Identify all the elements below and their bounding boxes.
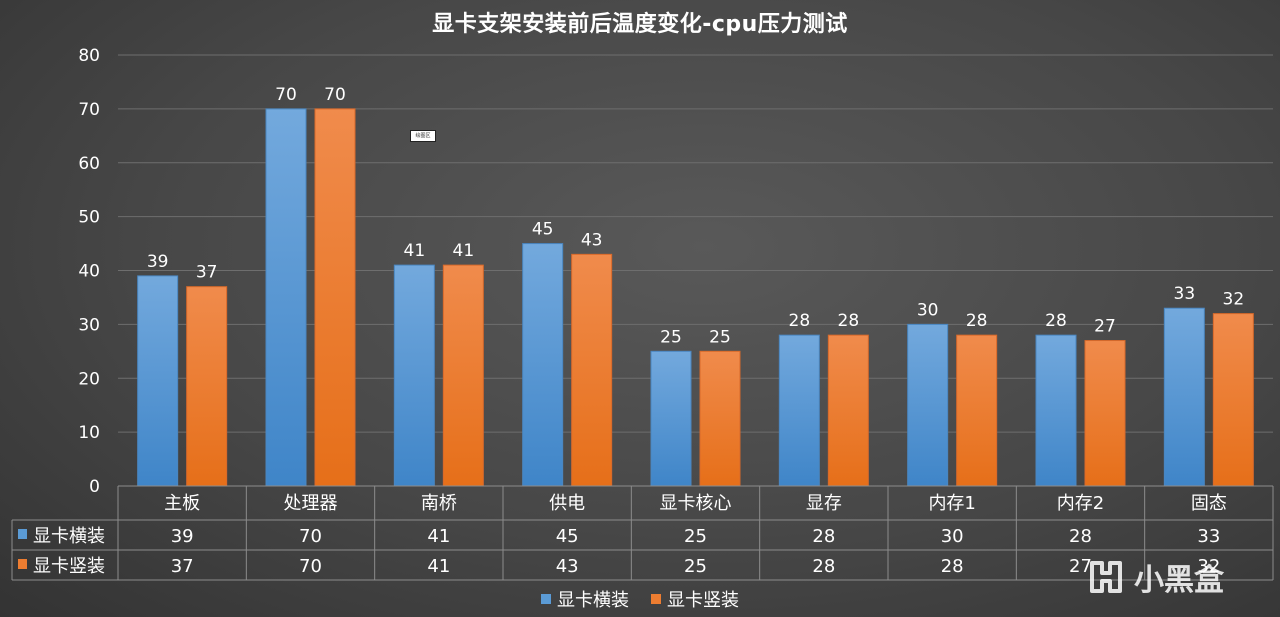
category-label: 供电: [549, 493, 585, 514]
table-cell: 27: [1069, 556, 1092, 577]
table-cell: 28: [812, 556, 835, 577]
table-cell: 45: [556, 526, 579, 547]
table-cell: 70: [299, 556, 322, 577]
plot-area-tooltip: 绘图区: [410, 130, 436, 142]
watermark-text: 小黑盒: [1134, 563, 1224, 598]
category-label: 内存2: [1057, 493, 1104, 514]
data-label: 70: [324, 85, 346, 105]
data-label: 41: [453, 241, 475, 261]
legend-swatch: [651, 594, 661, 604]
bar-series2: [956, 334, 998, 487]
data-label: 32: [1223, 290, 1245, 310]
bar-series2: [571, 253, 613, 487]
table-legend-swatch: [18, 559, 27, 569]
table-cell: 25: [684, 526, 707, 547]
data-label: 25: [709, 327, 731, 347]
legend-label: 显卡横装: [557, 590, 629, 611]
heybox-logo-icon: [1090, 561, 1122, 593]
bar-series1: [522, 243, 564, 487]
table-cell: 41: [427, 526, 450, 547]
table-cell: 28: [941, 556, 964, 577]
table-cell: 43: [556, 556, 579, 577]
category-label: 显存: [806, 493, 842, 514]
table-cell: 28: [1069, 526, 1092, 547]
category-label: 主板: [164, 493, 200, 514]
y-tick-label: 50: [78, 208, 100, 228]
legend-item: 显卡横装: [541, 586, 629, 612]
y-tick-label: 0: [89, 477, 100, 497]
data-label: 28: [966, 311, 988, 331]
bar-series1: [778, 334, 820, 487]
legend-label: 显卡竖装: [667, 590, 739, 611]
data-label: 28: [838, 311, 860, 331]
table-legend-swatch: [18, 529, 27, 539]
y-tick-label: 30: [78, 315, 100, 335]
category-label: 南桥: [421, 493, 457, 514]
data-label: 28: [789, 311, 811, 331]
legend-swatch: [541, 594, 551, 604]
bar-series2: [699, 350, 741, 487]
y-tick-label: 10: [78, 423, 100, 443]
table-cell: 70: [299, 526, 322, 547]
table-cell: 28: [812, 526, 835, 547]
y-tick-label: 80: [78, 46, 100, 66]
chart-title: 显卡支架安装前后温度变化-cpu压力测试: [432, 12, 848, 37]
data-label: 43: [581, 230, 603, 250]
table-cell: 30: [941, 526, 964, 547]
table-cell: 32: [1197, 556, 1220, 577]
category-label: 显卡核心: [660, 493, 732, 514]
bars: [137, 108, 1254, 487]
bar-series1: [907, 323, 949, 487]
bar-series1: [1035, 334, 1077, 487]
bar-series2: [1212, 313, 1254, 487]
data-label: 39: [147, 252, 169, 272]
y-tick-label: 40: [78, 262, 100, 282]
y-tick-label: 60: [78, 154, 100, 174]
bar-series1: [1163, 307, 1205, 487]
table-cell: 33: [1197, 526, 1220, 547]
data-label: 25: [660, 327, 682, 347]
data-label: 70: [275, 85, 297, 105]
legend-item: 显卡竖装: [651, 586, 739, 612]
data-label: 33: [1174, 284, 1196, 304]
category-label: 内存1: [928, 493, 975, 514]
bar-series2: [1084, 340, 1126, 487]
table-series-name: 显卡横装: [33, 526, 105, 547]
legend: 显卡横装 显卡竖装: [0, 586, 1280, 612]
bar-series1: [650, 350, 692, 487]
data-label: 28: [1045, 311, 1067, 331]
bar-series2: [442, 264, 484, 487]
y-axis: 0 10 20 30 40 50 60 70 80: [78, 46, 100, 497]
bar-series1: [137, 275, 179, 487]
bar-series2: [186, 286, 228, 487]
data-label: 30: [917, 300, 939, 320]
category-label: 固态: [1191, 493, 1227, 514]
y-tick-label: 70: [78, 100, 100, 120]
table-cell: 37: [171, 556, 194, 577]
watermark: 小黑盒: [1086, 555, 1224, 599]
data-label: 41: [404, 241, 426, 261]
table-cell: 25: [684, 556, 707, 577]
category-label: 处理器: [284, 493, 338, 514]
table-series-name: 显卡竖装: [33, 556, 105, 577]
bar-series2: [314, 108, 356, 487]
bar-series1: [265, 108, 307, 487]
y-tick-label: 20: [78, 369, 100, 389]
data-label: 45: [532, 220, 554, 240]
data-labels: 39 70 41 45 25 28 30 28 33 37 70 41 43 25 28 28 27 32: [147, 85, 1244, 347]
data-label: 27: [1094, 317, 1116, 337]
data-label: 37: [196, 263, 218, 283]
table-cell: 41: [427, 556, 450, 577]
bar-series2: [827, 334, 869, 487]
bar-series1: [393, 264, 435, 487]
table-cell: 39: [171, 526, 194, 547]
